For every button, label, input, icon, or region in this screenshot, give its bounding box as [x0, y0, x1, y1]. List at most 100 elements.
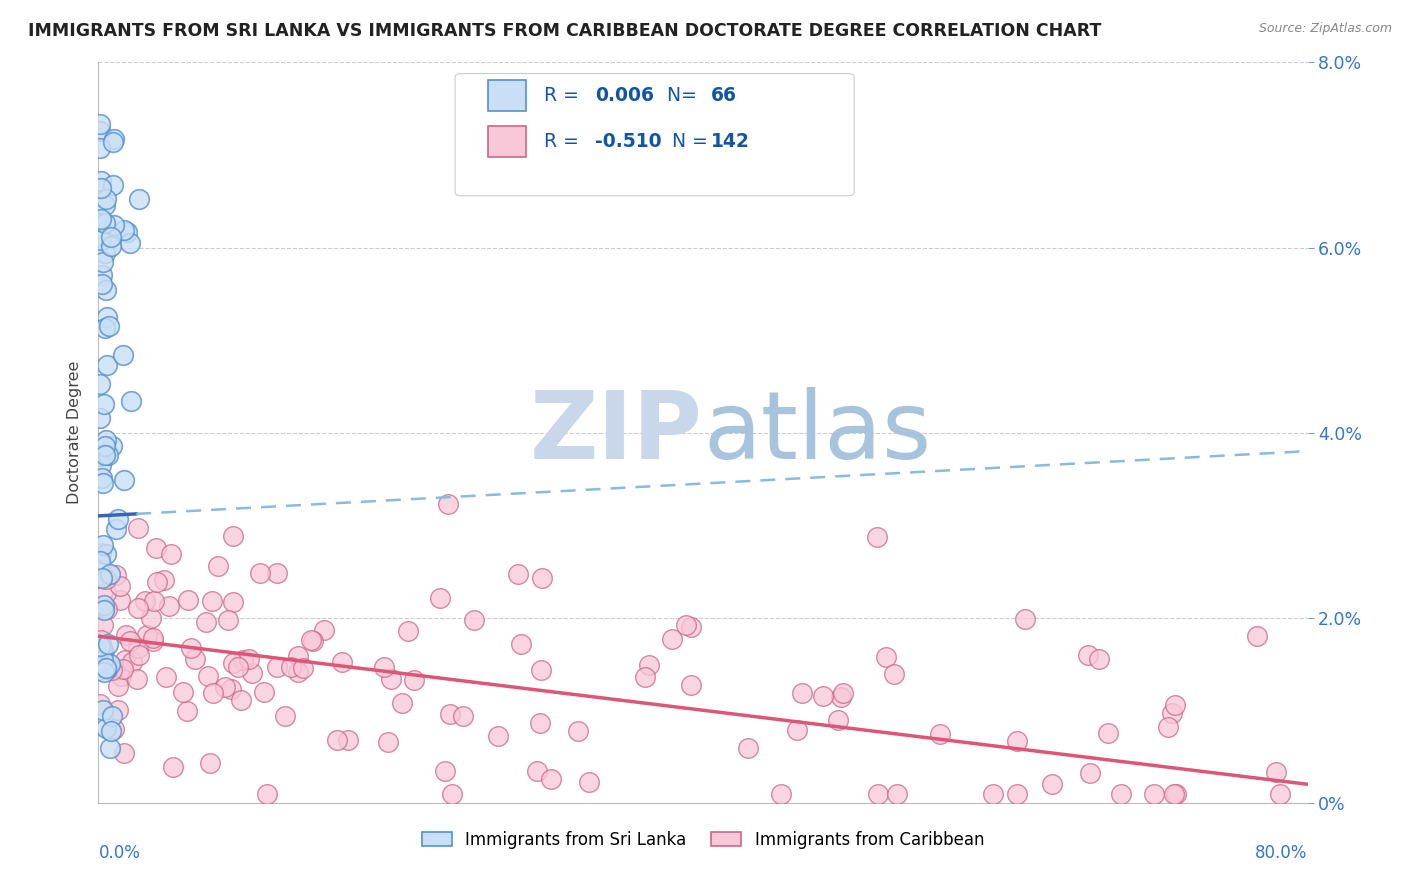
Text: atlas: atlas: [703, 386, 931, 479]
Text: R =: R =: [544, 87, 585, 105]
Point: [89, 449, 111, 463]
Point: [266, 566, 288, 581]
Point: [93, 653, 115, 667]
Point: [506, 566, 529, 581]
Text: R =: R =: [544, 132, 585, 151]
Point: [89, 376, 111, 391]
Point: [280, 660, 302, 674]
Point: [90, 180, 112, 194]
Point: [89, 410, 111, 425]
Point: [145, 541, 167, 555]
Point: [127, 521, 149, 535]
Point: [96, 661, 118, 675]
Point: [792, 686, 814, 700]
Point: [217, 613, 239, 627]
Point: [866, 530, 889, 544]
Point: [661, 632, 683, 646]
Point: [287, 665, 309, 680]
Point: [1164, 698, 1187, 712]
Point: [184, 652, 207, 666]
Text: 80.0%: 80.0%: [1256, 844, 1308, 862]
Point: [96, 586, 118, 600]
Point: [91, 618, 114, 632]
Point: [155, 670, 177, 684]
Point: [89, 124, 111, 138]
Point: [89, 697, 111, 711]
Point: [437, 497, 460, 511]
Point: [429, 591, 451, 605]
Point: [107, 703, 129, 717]
Point: [638, 658, 661, 673]
Point: [90, 277, 112, 291]
Point: [91, 471, 114, 485]
Point: [1109, 787, 1132, 801]
Point: [103, 722, 125, 736]
Point: [404, 673, 426, 687]
Point: [330, 655, 353, 669]
Point: [1268, 787, 1291, 801]
Point: [266, 660, 288, 674]
Point: [195, 615, 218, 630]
Point: [89, 141, 111, 155]
Point: [162, 760, 184, 774]
Point: [145, 574, 167, 589]
Point: [112, 223, 135, 237]
Point: [486, 729, 509, 743]
Point: [207, 559, 229, 574]
Point: [540, 772, 562, 787]
FancyBboxPatch shape: [488, 80, 526, 112]
Point: [90, 632, 112, 647]
Point: [439, 706, 461, 721]
Point: [252, 685, 274, 699]
Point: [929, 726, 952, 740]
Point: [530, 663, 553, 677]
Point: [377, 735, 399, 749]
Point: [142, 633, 165, 648]
Point: [786, 723, 808, 738]
Point: [112, 473, 135, 487]
Point: [222, 656, 245, 670]
Point: [128, 648, 150, 663]
Point: [679, 620, 702, 634]
Point: [1078, 765, 1101, 780]
Point: [98, 319, 121, 334]
Point: [93, 665, 115, 679]
Point: [578, 775, 600, 789]
Point: [100, 657, 122, 672]
Point: [202, 686, 225, 700]
Text: 0.006: 0.006: [595, 87, 654, 105]
Point: [94, 547, 117, 561]
Point: [679, 678, 702, 692]
Point: [157, 599, 180, 613]
Point: [1164, 787, 1187, 801]
Point: [91, 703, 114, 717]
Point: [153, 573, 176, 587]
Point: [983, 787, 1005, 801]
Point: [97, 637, 120, 651]
Point: [91, 571, 114, 585]
Point: [1246, 628, 1268, 642]
Point: [1042, 777, 1064, 791]
Point: [90, 458, 112, 473]
Point: [380, 672, 402, 686]
Point: [226, 660, 249, 674]
Point: [108, 593, 131, 607]
Point: [1005, 787, 1028, 801]
Point: [249, 566, 271, 581]
Point: [101, 663, 124, 677]
Point: [90, 233, 112, 247]
Point: [89, 212, 111, 227]
Point: [292, 660, 315, 674]
Point: [141, 610, 163, 624]
Point: [1161, 706, 1184, 721]
Point: [100, 229, 122, 244]
Point: [737, 740, 759, 755]
Point: [143, 594, 166, 608]
Point: [396, 624, 419, 639]
Point: [176, 704, 198, 718]
Point: [229, 692, 252, 706]
Point: [93, 644, 115, 658]
Point: [121, 656, 143, 670]
Point: [1157, 720, 1180, 734]
Point: [134, 593, 156, 607]
